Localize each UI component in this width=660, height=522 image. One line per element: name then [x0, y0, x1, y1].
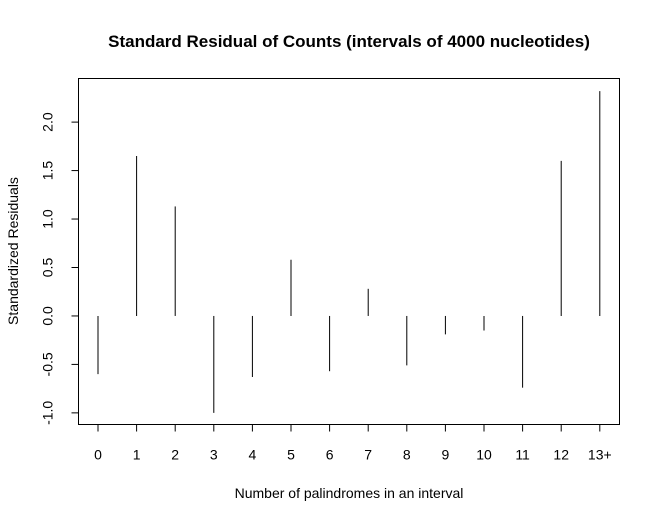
x-tick-label: 11 [515, 447, 530, 463]
x-tick-label: 8 [403, 447, 411, 463]
x-tick-label: 4 [249, 447, 257, 463]
y-tick-label: 0.5 [40, 258, 56, 278]
plot-frame [78, 78, 620, 425]
y-tick-label: -0.5 [40, 352, 56, 376]
x-tick-label: 3 [210, 447, 218, 463]
x-tick-label: 6 [326, 447, 334, 463]
y-tick-label: 1.5 [40, 161, 56, 181]
y-tick-label: 1.0 [40, 209, 56, 229]
chart-title: Standard Residual of Counts (intervals o… [108, 32, 590, 51]
y-axis-label: Standardized Residuals [5, 177, 21, 325]
x-tick-label: 13+ [588, 447, 612, 463]
x-axis: 0 1 2 3 4 5 6 7 8 9 10 11 12 13+ [94, 424, 612, 463]
x-tick-label: 0 [94, 447, 102, 463]
x-tick-label: 5 [287, 447, 295, 463]
bar-series [97, 91, 601, 413]
x-tick-label: 12 [553, 447, 569, 463]
y-tick-label: 0.0 [40, 306, 56, 326]
x-tick-label: 7 [364, 447, 372, 463]
x-tick-label: 10 [476, 447, 492, 463]
y-axis: -1.0 -0.5 0.0 0.5 1.0 1.5 2.0 [40, 112, 79, 425]
x-axis-label: Number of palindromes in an interval [235, 485, 464, 501]
y-tick-label: 2.0 [40, 112, 56, 132]
x-tick-label: 1 [133, 447, 141, 463]
x-tick-label: 2 [171, 447, 179, 463]
y-tick-label: -1.0 [40, 401, 56, 425]
x-tick-label: 9 [442, 447, 450, 463]
